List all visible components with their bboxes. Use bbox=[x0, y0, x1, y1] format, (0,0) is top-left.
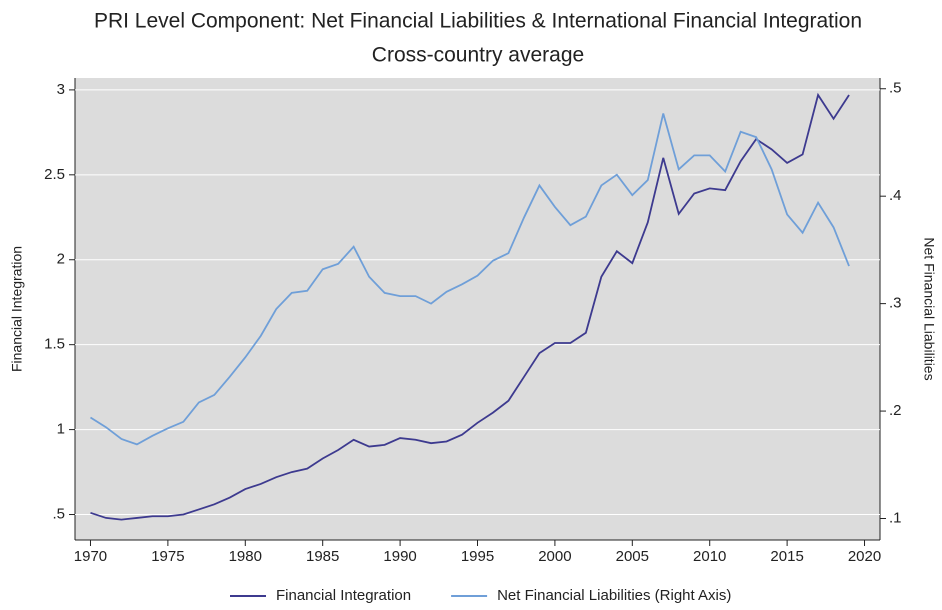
x-tick-label: 2010 bbox=[693, 548, 726, 565]
y-tick-label: 1.5 bbox=[44, 336, 65, 353]
x-tick-label: 2015 bbox=[770, 548, 803, 565]
series-line bbox=[90, 113, 850, 446]
x-tick-label: 1975 bbox=[151, 548, 184, 565]
y-tick-label: 2 bbox=[57, 251, 65, 268]
x-tick-label: 1980 bbox=[229, 548, 262, 565]
y2-tick-label: .5 bbox=[889, 80, 902, 97]
x-tick-label: 1985 bbox=[306, 548, 339, 565]
legend-label: Net Financial Liabilities (Right Axis) bbox=[497, 587, 731, 604]
x-tick-label: 2005 bbox=[616, 548, 649, 565]
y2-axis-label: Net Financial Liabilities bbox=[921, 237, 937, 380]
y2-tick-label: .2 bbox=[889, 402, 902, 419]
y-tick-label: .5 bbox=[52, 505, 65, 522]
x-tick-label: 2020 bbox=[848, 548, 881, 565]
y-axis-label: Financial Integration bbox=[9, 246, 25, 372]
series-line bbox=[90, 92, 850, 521]
chart-title: PRI Level Component: Net Financial Liabi… bbox=[94, 10, 862, 33]
y-tick-label: 3 bbox=[57, 81, 65, 98]
y2-tick-label: .4 bbox=[889, 187, 902, 204]
chart-subtitle: Cross-country average bbox=[372, 44, 584, 67]
x-tick-label: 1970 bbox=[74, 548, 107, 565]
y2-tick-label: .3 bbox=[889, 295, 902, 312]
y2-tick-label: .1 bbox=[889, 509, 902, 526]
x-tick-label: 1990 bbox=[383, 548, 416, 565]
y-tick-label: 2.5 bbox=[44, 166, 65, 183]
y-tick-label: 1 bbox=[57, 421, 65, 438]
legend-label: Financial Integration bbox=[276, 587, 411, 604]
x-tick-label: 2000 bbox=[538, 548, 571, 565]
x-tick-label: 1995 bbox=[461, 548, 494, 565]
plot-area bbox=[75, 78, 880, 540]
